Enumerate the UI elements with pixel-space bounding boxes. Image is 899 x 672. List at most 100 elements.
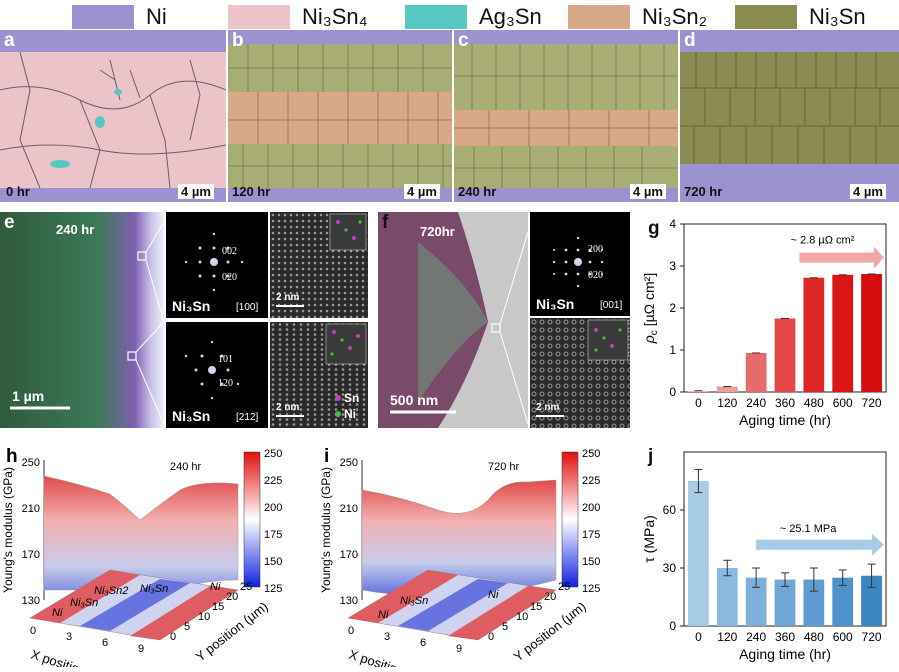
region-label: Ni₃Sn — [140, 583, 168, 595]
x-tick-label: 6 — [102, 637, 108, 649]
panel-letter: b — [232, 30, 244, 51]
colorbar-tick-label: 175 — [582, 529, 600, 541]
y-tick-label: 0 — [669, 385, 676, 399]
chart-g: g 0 1 2 3 4 0 120 240 360 480 600 720 Aging time (hr… — [636, 212, 899, 432]
legend-label: Ni — [146, 4, 167, 29]
scale-bar: 500 nm — [390, 392, 439, 408]
bar — [688, 390, 709, 392]
zone-axis-label: [001] — [600, 300, 623, 311]
y-tick-label: 20 — [544, 591, 556, 603]
diffraction-pattern — [552, 236, 604, 288]
region-label: Ni — [488, 589, 499, 601]
y-tick-label: 15 — [530, 601, 542, 613]
spot-label: 002 — [222, 246, 237, 257]
region-label: Ni₃Sn — [400, 595, 428, 607]
legend-item: Ag₃Sn — [405, 4, 542, 30]
z-axis-label: Young's modulus (GPa) — [319, 467, 333, 593]
spot-label: 120 — [218, 378, 233, 389]
diffraction-pattern — [184, 232, 244, 292]
aging-time-label: 240 hr — [458, 184, 497, 199]
z-tick-label: 250 — [22, 457, 40, 469]
micrograph-d-image — [680, 30, 899, 202]
panel-letter: c — [458, 30, 469, 51]
bar — [832, 274, 854, 392]
panel-letter: h — [6, 446, 18, 467]
y-tick-label: 5 — [184, 621, 190, 633]
x-tick-label: 360 — [775, 630, 795, 644]
legend-swatch-ag3sn — [405, 5, 467, 29]
legend-label: Ag₃Sn — [479, 4, 542, 29]
legend-item: Ni₃Sn₄ — [228, 4, 368, 30]
region-label: Ni — [210, 581, 221, 593]
y-tick-label: 5 — [502, 621, 508, 633]
x-tick-label: 240 — [746, 630, 766, 644]
chart-g-svg: 0 1 2 3 4 0 120 240 360 480 600 720 Aging time (hr) ρ… — [641, 217, 887, 428]
annotation: ~ 25.1 MPa — [780, 523, 837, 535]
annotation: ~ 2.8 µΩ cm² — [791, 235, 855, 247]
y-tick-label: 2 — [669, 301, 676, 315]
x-tick-label: 0 — [30, 625, 36, 637]
scale-bar: 2 nm — [276, 292, 300, 303]
x-axis-label: Aging time (hr) — [739, 412, 831, 428]
micrograph-b: b 120 hr 4 µm — [228, 30, 452, 202]
scale-bar: 4 µm — [404, 184, 440, 199]
diffraction-pattern — [184, 340, 240, 400]
x-axis-label: X position (µm) — [347, 647, 435, 667]
legend-swatch-ni3sn2 — [568, 5, 630, 29]
base-band — [398, 579, 508, 631]
legend-label: Ni₃Sn — [809, 4, 866, 29]
y-tick-label: 0 — [488, 631, 494, 643]
bar — [745, 577, 767, 626]
x-tick-label: 3 — [66, 631, 72, 643]
z-axis-label: Young's modulus (GPa) — [1, 467, 15, 593]
panel-letter: f — [382, 212, 389, 233]
surface-plot-i: i 250 225 200 175 150 125 130 170 210 250 Young's m… — [318, 440, 618, 672]
atom-legend-ni: Ni — [344, 407, 356, 421]
spot-label: 101 — [218, 354, 233, 365]
y-tick-label: 10 — [516, 611, 528, 623]
x-tick-label: 9 — [138, 643, 144, 655]
trend-arrow — [799, 246, 884, 269]
colorbar-tick-label: 250 — [582, 448, 600, 460]
colorbar-tick-label: 125 — [582, 583, 600, 595]
colorbar-tick-label: 150 — [264, 556, 282, 568]
spot-label: 200 — [588, 244, 603, 255]
x-axis-label: X position (µm) — [29, 647, 117, 667]
colorbar-tick-label: 225 — [582, 475, 600, 487]
y-tick-label: 20 — [226, 591, 238, 603]
legend-item: Ni₃Sn₂ — [568, 4, 707, 30]
y-tick-label: 25 — [558, 581, 570, 593]
panel-letter: a — [4, 30, 15, 51]
bar — [803, 579, 825, 626]
colorbar-tick-label: 150 — [582, 556, 600, 568]
z-tick-label: 210 — [22, 503, 40, 515]
z-tick-label: 250 — [340, 457, 358, 469]
colorbar-tick-label: 250 — [264, 448, 282, 460]
y-tick-label: 25 — [240, 581, 252, 593]
spot-label: 020 — [588, 270, 603, 281]
y-tick-label: 1 — [669, 343, 676, 357]
trend-arrow — [756, 533, 884, 556]
y-tick-label: 0 — [669, 619, 676, 633]
x-tick-label: 720 — [862, 396, 882, 410]
bar — [745, 352, 767, 392]
panel-letter: e — [4, 212, 15, 233]
region-label: Ni₃Sn — [70, 597, 98, 609]
base-band — [30, 570, 140, 623]
x-tick-label: 0 — [348, 625, 354, 637]
x-tick-label: 600 — [833, 630, 853, 644]
colorbar-tick-label: 200 — [582, 502, 600, 514]
panel-letter: j — [648, 446, 654, 467]
x-axis-label: Aging time (hr) — [739, 646, 831, 662]
x-tick-label: 0 — [695, 396, 702, 410]
aging-time-label: 240 hr — [56, 222, 95, 237]
colorbar-tick-label: 200 — [264, 502, 282, 514]
scale-bar: 1 µm — [12, 388, 45, 404]
bar — [716, 568, 738, 626]
y-tick-label: 15 — [212, 601, 224, 613]
z-tick-label: 210 — [340, 503, 358, 515]
colorbar-tick-label: 175 — [264, 529, 282, 541]
x-tick-label: 600 — [833, 396, 853, 410]
phase-label: Ni₃Sn — [172, 298, 211, 314]
